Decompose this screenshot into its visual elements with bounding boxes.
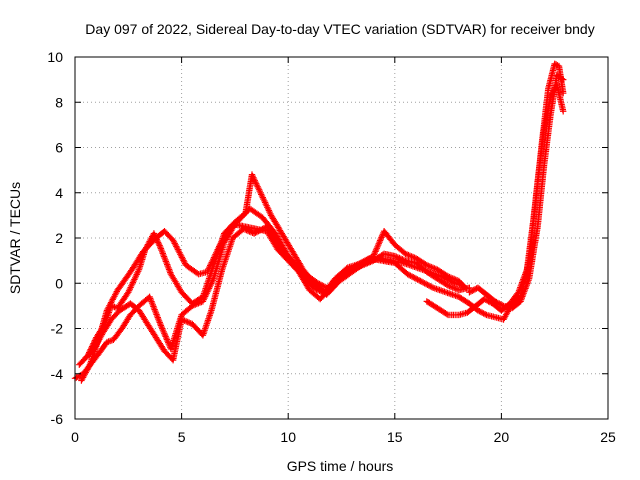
data-point-markers: [71, 221, 473, 382]
y-tick-label: -6: [51, 411, 64, 427]
data-point-markers: [466, 71, 567, 312]
series-track-d: [82, 80, 567, 364]
series-track-a: [71, 221, 473, 382]
series-track-f: [466, 71, 567, 312]
x-tick-label: 20: [494, 429, 510, 445]
series-track-b: [76, 171, 469, 368]
series-track-e: [423, 60, 567, 319]
x-tick-label: 0: [71, 429, 79, 445]
y-tick-label: 10: [47, 49, 63, 65]
x-tick-label: 5: [178, 429, 186, 445]
x-tick-label: 15: [387, 429, 403, 445]
y-tick-label: 6: [55, 140, 63, 156]
data-point-markers: [82, 80, 567, 364]
chart-title: Day 097 of 2022, Sidereal Day-to-day VTE…: [85, 21, 594, 37]
axis-ticks: 0 5 10 15 20 25 -6 -4 -2 0 2 4 6 8 10: [47, 49, 616, 445]
data-points: [71, 60, 567, 384]
data-point-markers: [76, 171, 469, 368]
x-tick-label: 10: [280, 429, 296, 445]
x-tick-label: 25: [600, 429, 616, 445]
data-point-markers: [423, 60, 567, 319]
y-tick-label: 2: [55, 230, 63, 246]
grid-lines: [75, 57, 608, 419]
y-tick-label: -2: [51, 321, 64, 337]
y-tick-label: 4: [55, 185, 63, 201]
y-tick-label: -4: [51, 366, 64, 382]
y-tick-label: 8: [55, 94, 63, 110]
x-axis-label: GPS time / hours: [287, 458, 394, 474]
y-tick-label: 0: [55, 275, 63, 291]
y-axis-label: SDTVAR / TECUs: [7, 182, 23, 294]
